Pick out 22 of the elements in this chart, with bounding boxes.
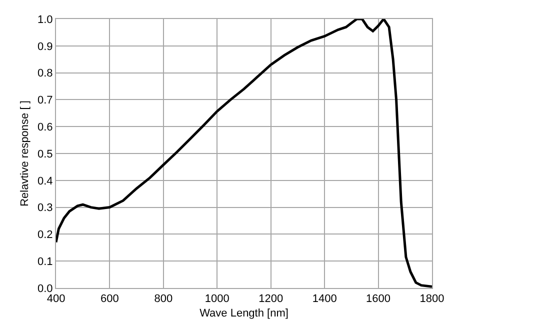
x-tick-label: 800 bbox=[154, 293, 173, 306]
x-tick-label: 1400 bbox=[312, 293, 337, 306]
x-tick-label: 1200 bbox=[258, 293, 284, 306]
x-tick-label: 1000 bbox=[204, 293, 230, 306]
x-tick-label: 600 bbox=[100, 293, 119, 306]
y-tick-label: 0.2 bbox=[38, 229, 53, 242]
y-tick-label: 1.0 bbox=[38, 14, 53, 26]
y-tick-label: 0.5 bbox=[38, 148, 53, 160]
y-tick-label: 0.8 bbox=[38, 68, 53, 80]
y-tick-label: 0.6 bbox=[38, 121, 53, 134]
y-tick-label: 0.7 bbox=[38, 94, 53, 107]
y-tick-label: 0.3 bbox=[38, 202, 53, 214]
y-tick-label: 0.0 bbox=[38, 282, 53, 295]
y-tick-label: 0.9 bbox=[38, 40, 53, 53]
y-tick-label: 0.1 bbox=[38, 256, 53, 268]
x-tick-label: 1600 bbox=[366, 293, 391, 306]
y-axis-title: Relavtive response [ ] bbox=[19, 100, 32, 206]
y-tick-label: 0.4 bbox=[38, 175, 53, 188]
x-tick-label: 400 bbox=[46, 293, 66, 306]
x-axis-title: Wave Length [nm] bbox=[200, 307, 288, 320]
x-tick-label: 1800 bbox=[420, 293, 444, 306]
line-series bbox=[56, 19, 432, 288]
